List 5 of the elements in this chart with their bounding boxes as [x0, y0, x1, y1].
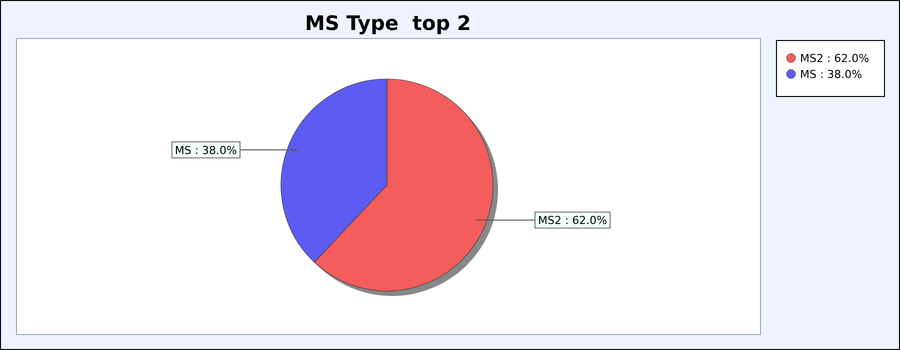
chart-title: MS Type top 2 [305, 11, 471, 35]
slice-label: MS2 : 62.0% [538, 214, 608, 228]
legend-label: MS : 38.0% [800, 68, 862, 81]
legend-label: MS2 : 62.0% [800, 52, 870, 65]
slice-label: MS : 38.0% [174, 144, 237, 157]
